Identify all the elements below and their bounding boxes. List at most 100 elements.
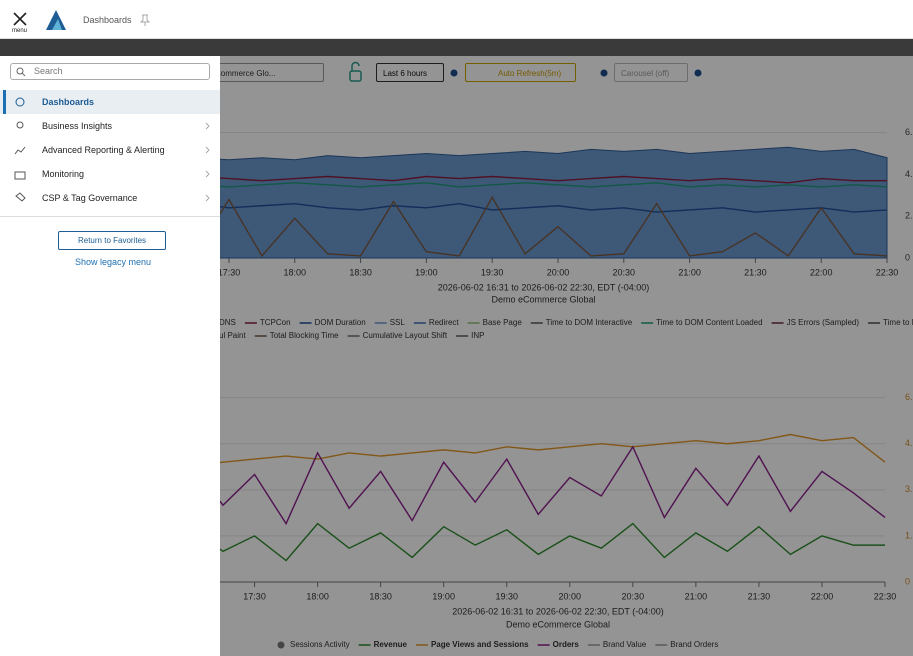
x-tick-label: 22:30 — [876, 267, 899, 277]
menu-item-label: Business Insights — [42, 121, 113, 131]
y-tick-label: 1. — [905, 530, 913, 540]
series-line — [99, 175, 887, 184]
x-tick-label: 21:30 — [744, 267, 767, 277]
x-tick-label: 18:00 — [284, 267, 307, 277]
top-bar: menu Dashboards — [0, 0, 913, 39]
tag-icon — [15, 192, 26, 202]
menu-item[interactable]: Business Insights — [0, 114, 220, 138]
lock-icon[interactable] — [349, 70, 362, 82]
legend-label: Brand Orders — [670, 640, 718, 649]
x-tick-label: 22:00 — [810, 267, 833, 277]
lock-shackle — [351, 61, 360, 71]
y-tick-label: 6. — [905, 392, 913, 402]
legend-label: INP — [471, 331, 484, 340]
x-tick-label: 19:30 — [481, 267, 504, 277]
x-tick-label: 21:00 — [685, 591, 708, 601]
toolbar-icons — [349, 61, 702, 82]
info-icon[interactable] — [694, 69, 702, 77]
x-tick-label: 19:00 — [432, 591, 455, 601]
chart-subtitle: 2026-06-02 16:31 to 2026-06-02 22:30, ED… — [452, 606, 663, 616]
chart-subtitle: Demo eCommerce Global — [491, 294, 595, 304]
series-line — [99, 195, 888, 258]
legend-label: Sessions Activity — [290, 640, 350, 649]
x-tick-label: 20:00 — [559, 591, 582, 601]
plot-background — [131, 370, 885, 582]
legend-label: Page Views and Sessions — [431, 640, 529, 649]
y-tick-label: 4. — [905, 438, 913, 448]
x-tick-label: 18:30 — [349, 267, 372, 277]
legend-marker — [277, 641, 285, 649]
legend-label: ul Paint — [219, 331, 246, 340]
legend-label: Total Blocking Time — [270, 331, 339, 340]
legend-label: DOM Duration — [315, 318, 366, 327]
series-line — [99, 200, 888, 213]
menu-icons — [14, 97, 210, 202]
menu-item[interactable]: Advanced Reporting & Alerting — [0, 138, 220, 162]
menu-label: menu — [12, 28, 28, 34]
legend-label: DNS — [219, 318, 236, 327]
search-placeholder: Search — [34, 66, 63, 76]
selection-bar — [3, 90, 6, 114]
return-favorites-button[interactable]: Return to Favorites — [58, 231, 166, 250]
legend-label: Brand Value — [603, 640, 647, 649]
y-tick-label: 0 — [905, 576, 910, 586]
page-title: Dashboards — [83, 15, 132, 25]
x-tick-label: 18:00 — [306, 591, 329, 601]
series-line — [99, 182, 888, 188]
chart-subtitle: Demo eCommerce Global — [506, 619, 610, 629]
menu-item-label: CSP & Tag Governance — [42, 193, 138, 203]
legend-label: TCPCon — [260, 318, 291, 327]
auto-refresh-button[interactable]: Auto Refresh(5m) — [465, 63, 576, 82]
legend-label: Orders — [553, 640, 580, 649]
menu-item[interactable]: CSP & Tag Governance — [0, 186, 220, 210]
y-tick-label: 6. — [905, 127, 913, 137]
reporting-icon — [14, 146, 26, 155]
close-menu-icon[interactable] — [13, 12, 27, 26]
x-tick-label: 21:30 — [748, 591, 771, 601]
chart-subtitle: 2026-06-02 16:31 to 2026-06-02 22:30, ED… — [438, 282, 649, 292]
y-tick-label: 4. — [905, 169, 913, 179]
pin-icon[interactable] — [140, 14, 150, 26]
nav-bar — [0, 38, 913, 56]
chevrons — [205, 122, 210, 202]
legend-label: Time to DOM Interactive — [546, 318, 633, 327]
legend-label: Time to Interactive — [883, 318, 913, 327]
carousel-select[interactable]: Carousel (off) — [614, 63, 688, 82]
x-tick-label: 21:00 — [678, 267, 701, 277]
time-range-select[interactable]: Last 6 hours — [376, 63, 444, 82]
menu-item[interactable]: Dashboards — [0, 90, 220, 114]
info-icon[interactable] — [450, 69, 458, 77]
legend-label: Time to DOM Content Loaded — [656, 318, 762, 327]
legend-label: SSL — [390, 318, 406, 327]
menu-item-label: Dashboards — [42, 97, 95, 107]
y-tick-label: 0 — [905, 252, 910, 262]
x-tick-label: 22:00 — [811, 591, 834, 601]
x-tick-label: 17:30 — [243, 591, 266, 601]
x-tick-label: 20:30 — [622, 591, 645, 601]
y-tick-label: 2. — [905, 211, 913, 221]
x-tick-label: 19:30 — [495, 591, 518, 601]
separator — [0, 216, 220, 217]
side-menu: Search Dashboards Business Insights Adva… — [0, 56, 220, 656]
series-line — [130, 445, 886, 526]
series-line — [130, 522, 885, 562]
x-tick-label: 17:30 — [218, 267, 241, 277]
y-tick-label: 3. — [905, 484, 913, 494]
legacy-menu-link[interactable]: Show legacy menu — [74, 257, 152, 267]
logo[interactable] — [46, 10, 66, 30]
menu-item[interactable]: Monitoring — [0, 162, 220, 186]
legend-label: Redirect — [429, 318, 460, 327]
search-box[interactable]: Search — [10, 63, 210, 80]
header-icons — [13, 10, 66, 30]
x-tick-label: 22:30 — [874, 591, 897, 601]
x-tick-label: 20:00 — [547, 267, 570, 277]
menu-item-label: Advanced Reporting & Alerting — [42, 145, 165, 155]
legend-label: Revenue — [374, 640, 408, 649]
legend-label: Cumulative Layout Shift — [363, 331, 448, 340]
x-tick-label: 20:30 — [613, 267, 636, 277]
legend-label: Base Page — [483, 318, 523, 327]
info-icon[interactable] — [600, 69, 608, 77]
insights-icon — [16, 121, 24, 129]
